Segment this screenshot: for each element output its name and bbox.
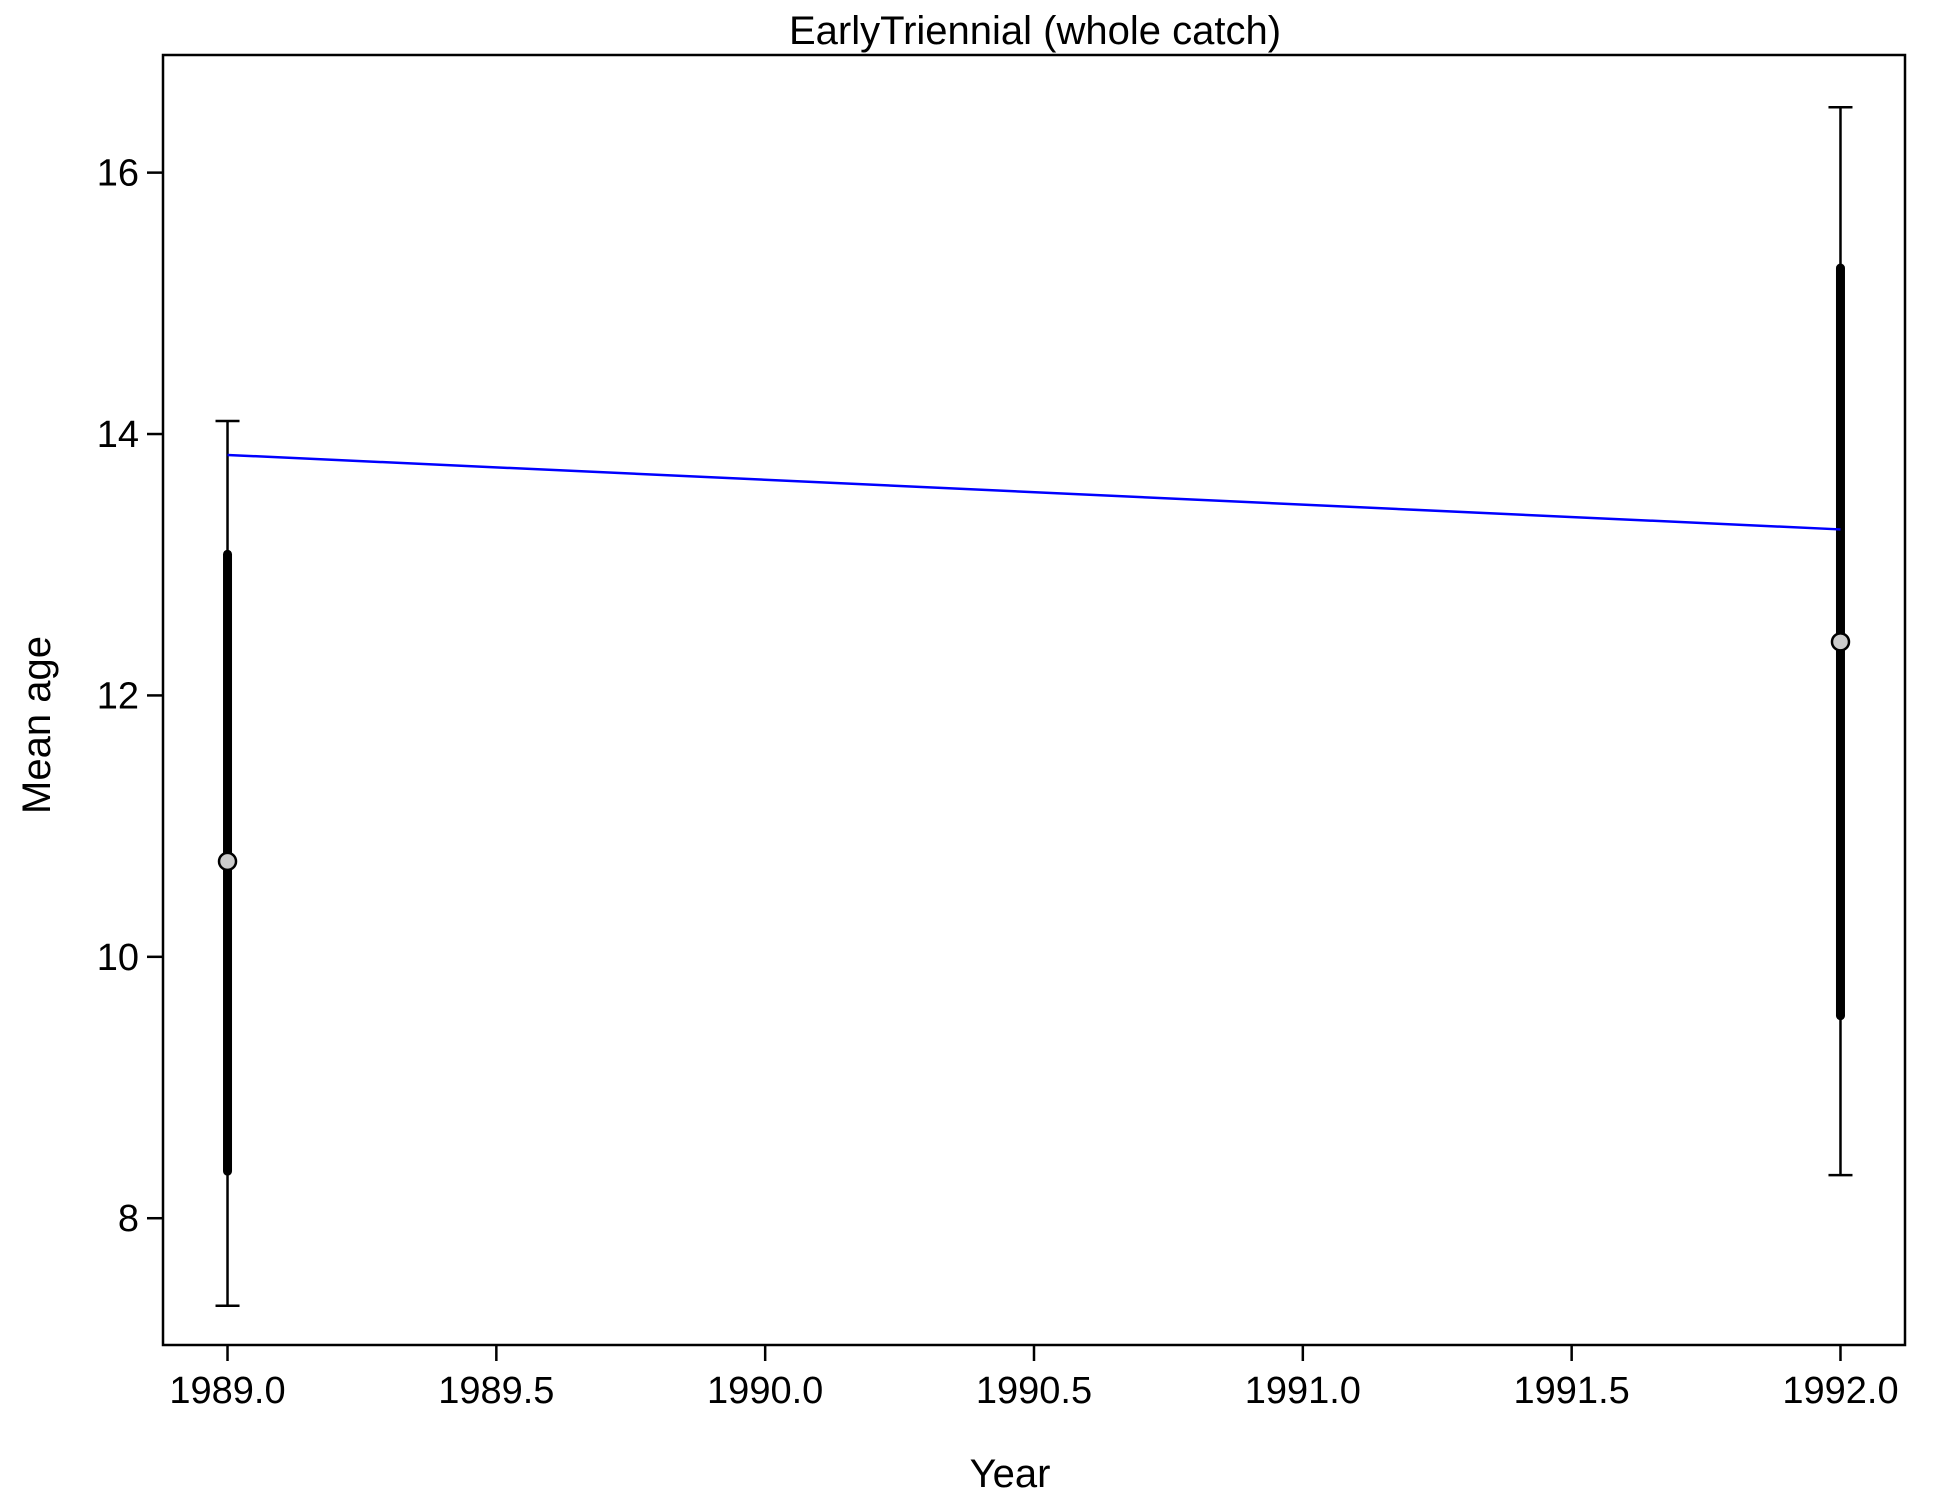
x-tick-label: 1991.5: [1514, 1370, 1630, 1412]
plot-area: [215, 106, 1853, 1308]
y-axis: 8 10 12 14 16: [97, 153, 163, 1240]
y-tick-label: 10: [97, 937, 139, 979]
y-axis-title: Mean age: [15, 636, 59, 814]
y-tick-label: 12: [97, 675, 139, 717]
x-tick-label: 1989.0: [169, 1370, 285, 1412]
observed-point: [1830, 632, 1851, 652]
x-tick-label: 1989.5: [438, 1370, 554, 1412]
x-tick-label: 1990.0: [707, 1370, 823, 1412]
observed-point: [217, 851, 238, 872]
y-tick-label: 8: [118, 1198, 139, 1240]
x-tick-label: 1991.0: [1245, 1370, 1361, 1412]
plot-frame: [161, 53, 1907, 1347]
expected-line: [227, 453, 1841, 531]
y-tick-label: 14: [97, 414, 139, 456]
x-tick-label: 1992.0: [1782, 1370, 1898, 1412]
x-axis-title: Year: [970, 1452, 1051, 1496]
chart-title: EarlyTriennial (whole catch): [789, 9, 1281, 53]
x-axis: 1989.0 1989.5 1990.0 1990.5 1991.0 1991.5 1992…: [169, 1345, 1899, 1412]
x-tick-label: 1990.5: [976, 1370, 1092, 1412]
y-tick-label: 16: [97, 153, 139, 195]
